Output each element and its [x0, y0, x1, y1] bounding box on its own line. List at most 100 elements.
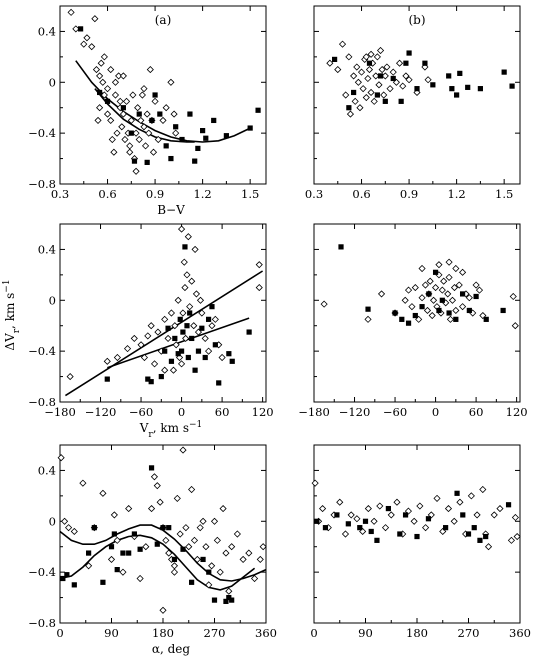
data-point-filled-square — [223, 133, 229, 139]
data-point-filled-square — [422, 60, 428, 66]
data-point-filled-square — [149, 117, 155, 124]
data-point-filled-square — [368, 528, 374, 535]
panel-6: 0 90 180 270 360 — [310, 444, 531, 640]
panel-2: 0.3 0.6 0.9 1.2 1.5 (b) — [305, 5, 521, 201]
data-point-open-diamond — [176, 530, 184, 538]
data-point-open-diamond — [450, 517, 458, 525]
panel-3: −180 −120 −60 0 60 120 −0.8 −0.4 0 0.4 Vr, km s−1 — [28, 223, 274, 440]
fit-line-2 — [107, 317, 250, 369]
data-point-open-diamond — [142, 142, 150, 150]
data-point-filled-square — [385, 505, 391, 512]
data-point-filled-square — [397, 531, 403, 537]
data-point-filled-square — [60, 575, 66, 582]
data-point-filled-square — [403, 60, 409, 66]
data-point-open-diamond — [135, 135, 143, 144]
data-point-open-diamond — [418, 264, 426, 273]
data-point-open-diamond — [103, 85, 112, 93]
data-point-open-diamond — [190, 536, 199, 544]
data-point-open-diamond — [440, 277, 448, 285]
data-point-filled-square — [187, 310, 193, 316]
data-point-open-diamond — [80, 40, 88, 48]
data-point-open-diamond — [100, 53, 108, 61]
data-point-open-diamond — [347, 511, 355, 519]
x-tick-label: 0.9 — [400, 187, 418, 201]
data-point-filled-square — [477, 537, 483, 543]
data-point-open-diamond — [479, 485, 487, 494]
data-point-open-diamond — [96, 72, 104, 80]
data-point-open-diamond — [459, 303, 467, 311]
y-tick-label: −0.4 — [28, 126, 56, 140]
data-point-open-diamond — [91, 15, 99, 23]
data-point-open-diamond — [164, 334, 172, 342]
y-tick-label: −0.8 — [28, 177, 56, 191]
data-point-open-diamond — [396, 59, 404, 67]
data-point-open-diamond — [167, 309, 176, 317]
data-point-open-diamond — [99, 78, 107, 86]
plot-frame — [59, 223, 267, 403]
data-point-open-diamond — [179, 309, 187, 317]
data-point-open-diamond — [126, 142, 134, 150]
data-point-open-diamond — [107, 66, 115, 74]
data-point-open-diamond — [165, 549, 173, 557]
data-point-filled-square — [104, 376, 110, 382]
data-point-filled-square — [189, 335, 195, 342]
data-point-open-diamond — [198, 309, 206, 317]
data-point-open-diamond — [473, 511, 481, 519]
data-point-open-diamond — [179, 446, 187, 454]
x-tick-label: −120 — [339, 405, 371, 419]
data-point-filled-square — [200, 556, 206, 563]
data-point-filled-square — [199, 325, 205, 331]
data-point-open-diamond — [208, 562, 216, 570]
data-point-open-diamond — [421, 281, 430, 289]
data-point-filled-square — [466, 307, 472, 314]
x-tick-label: 120 — [252, 405, 274, 419]
data-point-filled-square — [366, 60, 373, 66]
data-point-open-diamond — [154, 135, 162, 144]
data-point-filled-square — [334, 512, 340, 518]
data-point-open-diamond — [490, 511, 498, 519]
data-point-open-diamond — [88, 43, 96, 51]
data-point-filled-square — [351, 89, 357, 96]
data-point-open-diamond — [345, 53, 353, 61]
panels-group: 0.3 0.6 0.9 1.2 1.5−0.8−0.400.4(a)B−V0.3 0.6 0… — [28, 5, 531, 656]
data-point-filled-square — [483, 533, 489, 540]
data-point-open-diamond — [172, 341, 180, 349]
data-point-open-diamond — [364, 315, 372, 323]
data-point-filled-square — [453, 316, 459, 322]
data-point-open-diamond — [170, 562, 179, 570]
data-point-open-diamond — [119, 72, 127, 80]
data-point-open-diamond — [370, 97, 378, 105]
data-point-filled-square — [192, 367, 198, 373]
data-point-filled-square — [390, 75, 396, 82]
data-point-open-diamond — [99, 489, 107, 497]
data-point-open-diamond — [149, 148, 158, 156]
data-point-filled-square — [382, 98, 388, 104]
data-point-open-diamond — [210, 517, 219, 525]
data-point-filled-square — [185, 354, 191, 361]
data-point-open-diamond — [150, 360, 159, 368]
data-point-filled-square — [148, 379, 154, 385]
data-point-filled-square — [137, 546, 143, 552]
panel-4: −180 −120 −60 0 60 120 — [298, 223, 528, 419]
data-point-open-diamond — [334, 66, 342, 74]
x-tick-label: 0.3 — [305, 187, 323, 201]
data-point-open-diamond — [511, 513, 519, 522]
data-point-open-diamond — [342, 91, 350, 99]
data-point-open-diamond — [393, 498, 401, 506]
data-point-filled-square — [212, 342, 218, 348]
data-point-open-diamond — [173, 494, 181, 502]
x-axis-title-main: B−V — [157, 203, 185, 217]
data-point-filled-square — [346, 105, 352, 111]
data-point-filled-square — [131, 158, 138, 164]
data-point-open-diamond — [108, 135, 116, 144]
data-point-filled-square — [163, 143, 169, 149]
data-point-open-diamond — [426, 277, 434, 285]
data-point-open-diamond — [183, 271, 191, 279]
data-point-open-diamond — [351, 97, 359, 105]
data-point-open-diamond — [446, 315, 454, 323]
data-point-filled-square — [322, 525, 329, 531]
data-point-open-diamond — [381, 524, 390, 532]
data-point-filled-square — [177, 316, 183, 322]
data-point-open-diamond — [378, 66, 386, 74]
data-point-filled-square — [473, 293, 479, 300]
